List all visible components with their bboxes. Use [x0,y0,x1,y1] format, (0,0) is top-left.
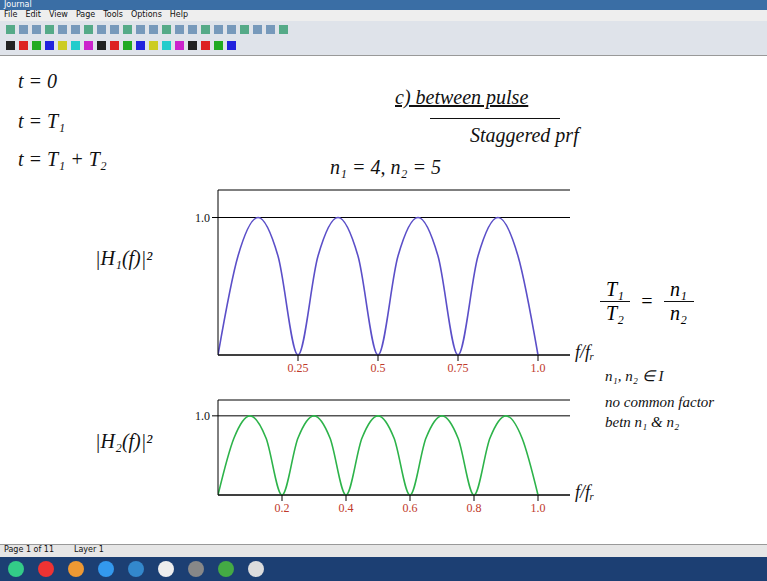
html-text:T₂: T₂ [606,302,624,324]
svg-text:0.75: 0.75 [448,361,469,375]
html-text:Layer 1: Layer 1 [74,545,104,554]
svg-text:0.4: 0.4 [339,501,354,515]
html-text:File: File [4,10,18,19]
html-text:betn n₁ & n₂: betn n₁ & n₂ [605,414,680,430]
svg-text:0.5: 0.5 [371,361,386,375]
html-text:n₁, n₂ ∈ I: n₁, n₂ ∈ I [605,368,664,384]
html-text:Journal: Journal [4,0,32,9]
html-text:n₁: n₁ [670,278,687,300]
svg-text:0.8: 0.8 [467,501,482,515]
svg-text:1.0: 1.0 [195,409,210,423]
html-text:|H₂(f)|²: |H₂(f)|² [95,430,153,452]
svg-text:0.2: 0.2 [275,501,290,515]
html-text:n₁ = 4, n₂ = 5: n₁ = 4, n₂ = 5 [330,156,441,178]
svg-text:1.0: 1.0 [531,361,546,375]
html-text:Options: Options [131,10,162,19]
html-text:t = T₁: t = T₁ [18,110,66,132]
html-text:Tools: Tools [103,10,123,19]
html-text:t = 0: t = 0 [18,70,58,92]
html-text:t = T₁ + T₂: t = T₁ + T₂ [18,148,107,170]
svg-text:1.0: 1.0 [531,501,546,515]
svg-text:1.0: 1.0 [195,211,210,225]
html-text:|H₁(f)|²: |H₁(f)|² [95,247,153,269]
html-text:T₁: T₁ [606,278,624,300]
html-text:Help: Help [169,10,189,19]
svg-text:0.6: 0.6 [403,501,418,515]
html-text:Page: Page [75,10,96,19]
html-text:Page 1 of 11: Page 1 of 11 [4,545,54,554]
html-text:Staggered prf: Staggered prf [470,124,579,146]
html-text:n₂: n₂ [670,302,687,324]
svg-text:0.25: 0.25 [288,361,309,375]
html-text:Edit: Edit [25,10,41,19]
html-text:no common factor: no common factor [605,394,715,410]
html-text:c) between pulse: c) between pulse [395,86,529,108]
html-text:View: View [48,10,68,19]
html-text:f/fᵣ: f/fᵣ [575,482,595,502]
html-text:f/fᵣ: f/fᵣ [575,342,595,362]
